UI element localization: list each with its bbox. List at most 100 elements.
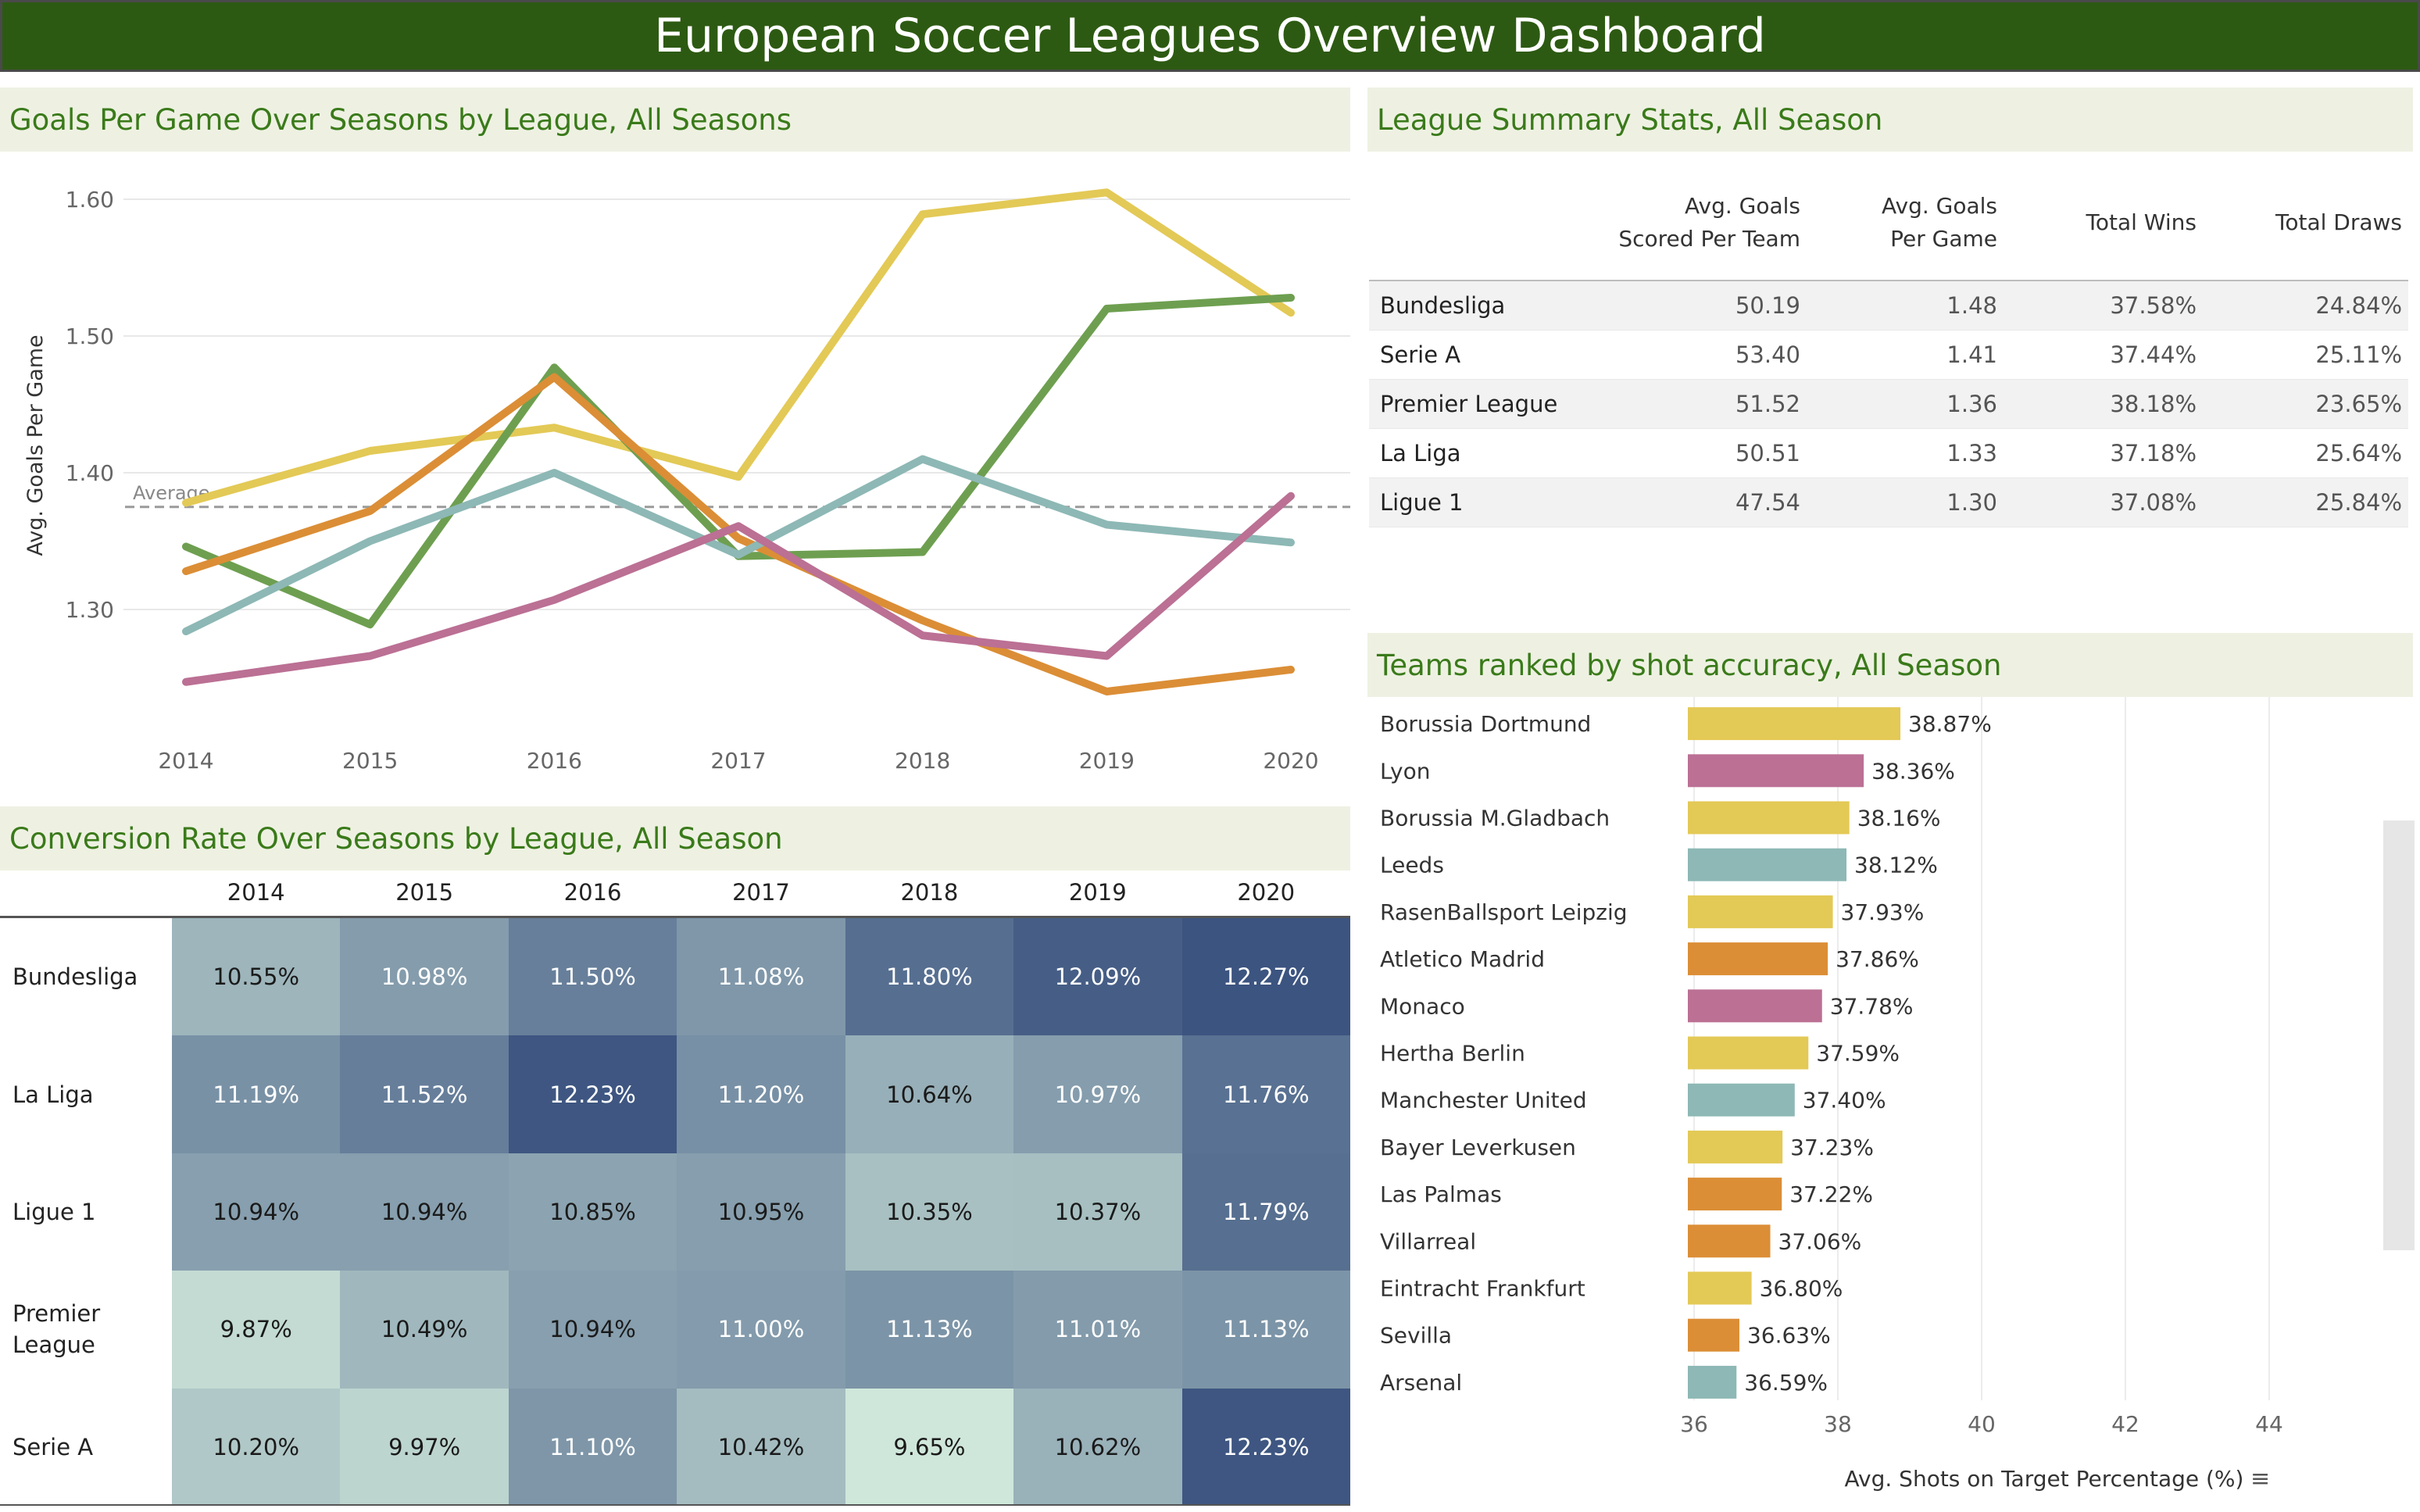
x-tick-label: 36: [1680, 1411, 1708, 1437]
total-draws-cell: 23.65%: [2315, 391, 2402, 417]
bar-chart-scrollbar[interactable]: [2383, 820, 2415, 1250]
goals-per-game-line-chart: 1.30 1.40 1.50 1.60 Avg. Goals Per Game 2014 2…: [23, 187, 1350, 774]
team-label: Hertha Berlin: [1380, 1041, 1525, 1067]
bar[interactable]: [1688, 707, 1901, 741]
col-avg-goals-team[interactable]: Avg. Goals Scored Per Team: [1618, 193, 1800, 252]
heatmap-cell[interactable]: 10.55%: [172, 918, 341, 1036]
heatmap-cell[interactable]: 12.27%: [1181, 918, 1350, 1036]
total-wins-cell: 37.08%: [2110, 489, 2197, 516]
heatmap-cell[interactable]: 10.94%: [172, 1153, 341, 1271]
heatmap-cell[interactable]: 10.98%: [340, 918, 509, 1036]
heatmap-row-label: Premier League: [13, 1300, 101, 1359]
bar-value-label: 38.12%: [1854, 853, 1938, 878]
heatmap-cell[interactable]: 11.79%: [1181, 1153, 1350, 1271]
heatmap-cell[interactable]: 10.97%: [1013, 1035, 1182, 1153]
heatmap-cell[interactable]: 12.09%: [1013, 918, 1182, 1036]
heatmap-cell[interactable]: 10.49%: [340, 1271, 509, 1389]
table-row[interactable]: Serie A 53.40 1.41 37.44% 25.11%: [1369, 331, 2408, 380]
heatmap-cell[interactable]: 12.23%: [1181, 1388, 1350, 1506]
heatmap-cell[interactable]: 11.13%: [845, 1271, 1014, 1389]
heatmap-cell[interactable]: 9.87%: [172, 1271, 341, 1389]
heatmap-cell[interactable]: 10.94%: [340, 1153, 509, 1271]
heatmap-cell[interactable]: 11.00%: [677, 1271, 845, 1389]
bar-value-label: 36.80%: [1760, 1276, 1843, 1302]
col-total-wins[interactable]: Total Wins: [2086, 209, 2197, 235]
heatmap-cell[interactable]: 11.50%: [508, 918, 677, 1036]
avg-goals-team-cell: 51.52: [1735, 391, 1800, 417]
heatmap-cell[interactable]: 10.62%: [1013, 1388, 1182, 1506]
team-label: RasenBallsport Leipzig: [1380, 899, 1628, 925]
bar[interactable]: [1688, 1130, 1783, 1163]
sort-icon[interactable]: ≡: [2250, 1465, 2270, 1492]
heatmap-cell[interactable]: 10.85%: [508, 1153, 677, 1271]
heatmap-cell[interactable]: 11.20%: [677, 1035, 845, 1153]
heatmap-cell[interactable]: 11.80%: [845, 918, 1014, 1036]
heatmap-column-header: 2014: [227, 879, 285, 906]
series-line-3[interactable]: [182, 455, 1295, 635]
heatmap-column-header: 2015: [395, 879, 454, 906]
bar[interactable]: [1688, 895, 1833, 928]
bar[interactable]: [1688, 1178, 1782, 1211]
bar-value-label: 37.40%: [1803, 1088, 1886, 1113]
y-tick-label: 1.30: [66, 597, 114, 623]
x-tick-label: 2014: [158, 748, 213, 774]
heatmap-cell[interactable]: 10.35%: [845, 1153, 1014, 1271]
total-draws-cell: 24.84%: [2315, 292, 2402, 319]
bar-value-label: 37.22%: [1789, 1181, 1873, 1207]
bar[interactable]: [1688, 754, 1864, 788]
heatmap-cell[interactable]: 10.64%: [845, 1035, 1014, 1153]
series-line-1[interactable]: [182, 294, 1295, 629]
series-line-0[interactable]: [182, 188, 1295, 507]
heatmap-cell[interactable]: 10.20%: [172, 1388, 341, 1506]
bar[interactable]: [1688, 1224, 1771, 1258]
y-tick-label: 1.40: [66, 460, 114, 486]
league-summary-table: Avg. Goals Scored Per Team Avg. Goals Per …: [1369, 163, 2408, 527]
heatmap-cell[interactable]: 10.37%: [1013, 1153, 1182, 1271]
bar[interactable]: [1688, 989, 1822, 1023]
league-name-cell: Ligue 1: [1380, 489, 1464, 516]
x-tick-label: 42: [2111, 1411, 2139, 1437]
bar-value-label: 37.86%: [1836, 946, 1919, 972]
col-avg-goals-game[interactable]: Avg. Goals Per Game: [1881, 193, 1997, 252]
heatmap-cell[interactable]: 10.94%: [508, 1271, 677, 1389]
col-total-draws[interactable]: Total Draws: [2275, 209, 2402, 235]
bar-value-label: 37.23%: [1790, 1135, 1874, 1160]
heatmap-cell[interactable]: 11.76%: [1181, 1035, 1350, 1153]
heatmap-cell[interactable]: 11.19%: [172, 1035, 341, 1153]
table-row[interactable]: La Liga 50.51 1.33 37.18% 25.64%: [1369, 429, 2408, 478]
table-row[interactable]: Bundesliga 50.19 1.48 37.58% 24.84%: [1369, 281, 2408, 331]
table-row[interactable]: Premier League 51.52 1.36 38.18% 23.65%: [1369, 380, 2408, 429]
bar[interactable]: [1688, 848, 1847, 881]
total-wins-cell: 37.44%: [2110, 341, 2197, 368]
series-line-2[interactable]: [182, 373, 1295, 695]
heatmap-bottom-rule: [0, 1504, 1350, 1506]
heatmap-cell[interactable]: 10.42%: [677, 1388, 845, 1506]
bar[interactable]: [1688, 1365, 1737, 1399]
bar[interactable]: [1688, 1036, 1809, 1070]
total-wins-cell: 38.18%: [2110, 391, 2197, 417]
avg-goals-game-cell: 1.48: [1946, 292, 1997, 319]
total-wins-cell: 37.18%: [2110, 440, 2197, 466]
heatmap-cell[interactable]: 9.65%: [845, 1388, 1014, 1506]
heatmap-cell[interactable]: 10.95%: [677, 1153, 845, 1271]
series-line-4[interactable]: [182, 491, 1295, 686]
bar[interactable]: [1688, 942, 1828, 976]
heatmap-cell[interactable]: 11.08%: [677, 918, 845, 1036]
avg-goals-team-cell: 50.51: [1735, 440, 1800, 466]
bar-chart-title: Teams ranked by shot accuracy, All Seaso…: [1377, 648, 2002, 682]
bar[interactable]: [1688, 1318, 1739, 1352]
heatmap-cell[interactable]: 11.52%: [340, 1035, 509, 1153]
table-row[interactable]: Ligue 1 47.54 1.30 37.08% 25.84%: [1369, 478, 2408, 527]
bar[interactable]: [1688, 801, 1850, 835]
bar-value-label: 38.16%: [1857, 806, 1941, 831]
x-tick-label: 2015: [342, 748, 398, 774]
bar-value-label: 37.06%: [1778, 1228, 1862, 1254]
heatmap-cell[interactable]: 11.10%: [508, 1388, 677, 1506]
heatmap-cell[interactable]: 12.23%: [508, 1035, 677, 1153]
bar[interactable]: [1688, 1271, 1752, 1305]
heatmap-cell[interactable]: 11.13%: [1181, 1271, 1350, 1389]
x-tick-label: 38: [1824, 1411, 1852, 1437]
heatmap-cell[interactable]: 9.97%: [340, 1388, 509, 1506]
heatmap-cell[interactable]: 11.01%: [1013, 1271, 1182, 1389]
bar[interactable]: [1688, 1083, 1795, 1117]
